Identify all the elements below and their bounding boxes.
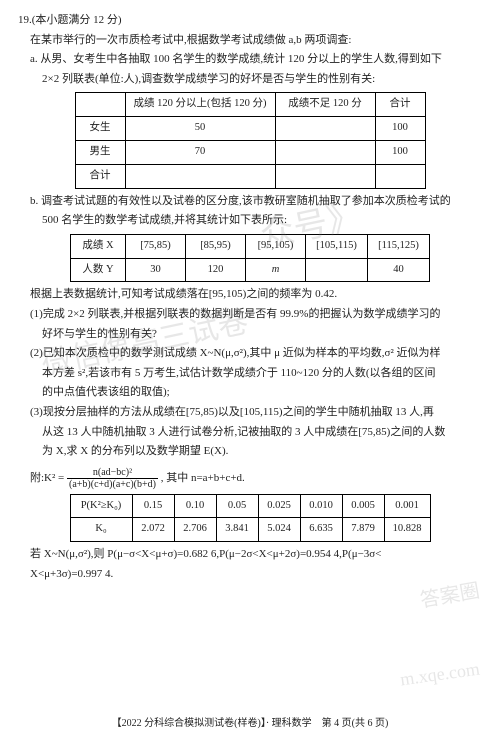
- q1-line1: (1)完成 2×2 列联表,并根据列联表的数据判断是否有 99.9%的把握认为数…: [30, 306, 482, 324]
- cell: [115,125): [368, 234, 430, 258]
- part-a-line1: a. 从男、女考生中各抽取 100 名学生的数学成绩,统计 120 分以上的学生…: [30, 51, 482, 69]
- formula-denominator: (a+b)(c+d)(a+c)(b+d): [67, 479, 158, 490]
- formula-line: 附:K² = n(ad−bc)² (a+b)(c+d)(a+c)(b+d) , …: [30, 467, 482, 490]
- part-b-line2: 500 名学生的数学考试成绩,并将其统计如下表所示:: [42, 212, 482, 230]
- cell: [375, 164, 425, 188]
- cell: 人数 Y: [71, 258, 126, 282]
- q2-line2: 本方差 s²,若该市有 5 万考生,试估计数学成绩介于 110~120 分的人数…: [42, 365, 482, 383]
- table-row: 人数 Y 30 120 m 40: [71, 258, 430, 282]
- cell: 0.005: [342, 494, 384, 518]
- cell: 0.010: [300, 494, 342, 518]
- cell: 合计: [375, 93, 425, 117]
- table-row: 成绩 120 分以上(包括 120 分) 成绩不足 120 分 合计: [75, 93, 425, 117]
- cell: 50: [125, 117, 275, 141]
- q3-line1: (3)现按分层抽样的方法从成绩在[75,85)以及[105,115)之间的学生中…: [30, 404, 482, 422]
- formula-post: , 其中 n=a+b+c+d.: [161, 472, 245, 484]
- q2-line3: 的中点值代表该组的取值);: [42, 384, 482, 402]
- table-row: 男生 70 100: [75, 140, 425, 164]
- cell: 0.05: [216, 494, 258, 518]
- table-row: K₀ 2.072 2.706 3.841 5.024 6.635 7.879 1…: [70, 518, 430, 542]
- cell: 男生: [75, 140, 125, 164]
- cell: 100: [375, 117, 425, 141]
- cell: K₀: [70, 518, 132, 542]
- q3-line2: 从这 13 人中随机抽取 3 人进行试卷分析,记被抽取的 3 人中成绩在[75,…: [42, 424, 482, 442]
- normal-dist-line2: X<μ+3σ)=0.997 4.: [30, 566, 482, 584]
- cell: 0.15: [132, 494, 174, 518]
- cell: 5.024: [258, 518, 300, 542]
- table-row: 女生 50 100: [75, 117, 425, 141]
- cell: 6.635: [300, 518, 342, 542]
- cell: 成绩 X: [71, 234, 126, 258]
- cell: [85,95): [186, 234, 246, 258]
- cell: 120: [186, 258, 246, 282]
- cell: P(K²≥K₀): [70, 494, 132, 518]
- cell: 成绩不足 120 分: [275, 93, 375, 117]
- question-number: 19.(本小题满分 12 分): [18, 12, 482, 30]
- cell: 0.10: [174, 494, 216, 518]
- cell: 3.841: [216, 518, 258, 542]
- cell: 成绩 120 分以上(包括 120 分): [125, 93, 275, 117]
- cell: 2.706: [174, 518, 216, 542]
- cell: 30: [126, 258, 186, 282]
- k-table: P(K²≥K₀) 0.15 0.10 0.05 0.025 0.010 0.00…: [70, 494, 431, 543]
- cell: 10.828: [384, 518, 430, 542]
- cell: [75, 93, 125, 117]
- cell: [75,85): [126, 234, 186, 258]
- contingency-table: 成绩 120 分以上(包括 120 分) 成绩不足 120 分 合计 女生 50…: [75, 92, 426, 188]
- cell: 70: [125, 140, 275, 164]
- cell: 女生: [75, 117, 125, 141]
- cell: [95,105): [246, 234, 306, 258]
- score-table: 成绩 X [75,85) [85,95) [95,105) [105,115) …: [70, 234, 430, 283]
- cell: 2.072: [132, 518, 174, 542]
- part-a-line2: 2×2 列联表(单位:人),调查数学成绩学习的好坏是否与学生的性别有关:: [42, 71, 482, 89]
- cell: 40: [368, 258, 430, 282]
- table-row: 成绩 X [75,85) [85,95) [95,105) [105,115) …: [71, 234, 430, 258]
- cell: [105,115): [306, 234, 368, 258]
- cell: m: [246, 258, 306, 282]
- cell: 7.879: [342, 518, 384, 542]
- part-b-line1: b. 调查考试试题的有效性以及试卷的区分度,该市教研室随机抽取了参加本次质检考试…: [30, 193, 482, 211]
- cell: 0.025: [258, 494, 300, 518]
- normal-dist-line1: 若 X~N(μ,σ²),则 P(μ−σ<X<μ+σ)=0.682 6,P(μ−2…: [30, 546, 482, 564]
- table-row: P(K²≥K₀) 0.15 0.10 0.05 0.025 0.010 0.00…: [70, 494, 430, 518]
- q1-line2: 好坏与学生的性别有关?: [42, 326, 482, 344]
- q3-line3: 为 X,求 X 的分布列以及数学期望 E(X).: [42, 443, 482, 461]
- cell: [306, 258, 368, 282]
- formula-fraction: n(ad−bc)² (a+b)(c+d)(a+c)(b+d): [67, 467, 158, 490]
- after-tableb-text: 根据上表数据统计,可知考试成绩落在[95,105)之间的频率为 0.42.: [30, 286, 482, 304]
- page-footer: 【2022 分科综合模拟测试卷(样卷)】· 理科数学 第 4 页(共 6 页): [0, 716, 500, 732]
- intro-text: 在某市举行的一次市质检考试中,根据数学考试成绩做 a,b 两项调查:: [30, 32, 482, 50]
- cell: [275, 140, 375, 164]
- watermark-4: m.xqe.com: [398, 655, 481, 695]
- table-row: 合计: [75, 164, 425, 188]
- cell: 合计: [75, 164, 125, 188]
- cell: 100: [375, 140, 425, 164]
- cell: [275, 117, 375, 141]
- cell: [275, 164, 375, 188]
- cell: [125, 164, 275, 188]
- cell: 0.001: [384, 494, 430, 518]
- formula-pre: 附:K² =: [30, 472, 64, 484]
- q2-line1: (2)已知本次质检中的数学测试成绩 X~N(μ,σ²),其中 μ 近似为样本的平…: [30, 345, 482, 363]
- formula-numerator: n(ad−bc)²: [67, 467, 158, 479]
